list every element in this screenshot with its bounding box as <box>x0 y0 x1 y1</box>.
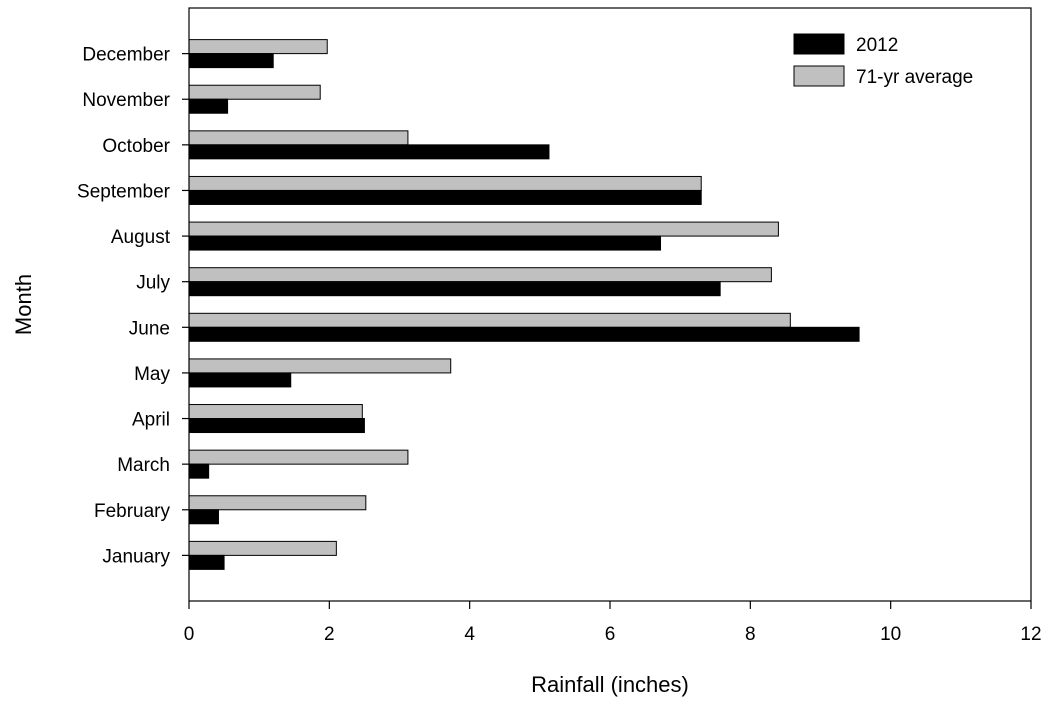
y-tick-label: January <box>102 546 170 567</box>
legend-label: 71-yr average <box>856 67 973 88</box>
bar-2012-may <box>188 372 292 388</box>
y-tick-label: August <box>111 227 171 248</box>
bar-average-february <box>188 495 367 511</box>
bar-2012-february <box>188 509 219 525</box>
y-tick-label: May <box>134 364 170 385</box>
bars-layer <box>188 39 860 570</box>
bar-2012-august <box>188 235 662 251</box>
y-tick-label: February <box>94 501 171 522</box>
bar-average-december <box>188 39 328 55</box>
bar-average-march <box>188 449 409 465</box>
bar-average-july <box>188 267 772 283</box>
y-tick-label: December <box>82 45 170 66</box>
y-tick-label: April <box>132 410 170 431</box>
legend-label: 2012 <box>856 35 898 56</box>
y-tick-label: September <box>77 181 171 202</box>
bar-2012-october <box>188 144 550 160</box>
legend-swatch <box>793 33 845 55</box>
axis-ticks <box>182 53 1032 609</box>
x-tick-label: 6 <box>605 624 616 645</box>
bar-average-april <box>188 404 363 420</box>
x-tick-label: 0 <box>184 624 195 645</box>
legend: 2012 71-yr average <box>793 33 973 88</box>
bar-2012-march <box>188 463 210 479</box>
y-axis-title: Month <box>11 274 36 335</box>
x-tick-label: 10 <box>880 624 901 645</box>
y-tick-label: October <box>102 136 170 157</box>
y-tick-label: June <box>129 318 170 339</box>
bar-2012-september <box>188 189 702 205</box>
bar-2012-april <box>188 418 365 434</box>
bar-average-may <box>188 358 452 374</box>
bar-2012-november <box>188 98 229 114</box>
bar-2012-june <box>188 326 860 342</box>
bar-average-november <box>188 84 321 100</box>
tick-labels: January February March April May June July Augu… <box>77 45 1042 645</box>
bar-average-august <box>188 221 779 237</box>
bar-average-september <box>188 175 702 191</box>
y-tick-label: March <box>117 455 170 476</box>
bar-2012-july <box>188 281 721 297</box>
y-tick-label: July <box>136 273 170 294</box>
legend-swatch <box>793 65 845 87</box>
y-tick-label: November <box>82 90 170 111</box>
x-tick-label: 8 <box>745 624 756 645</box>
bar-average-january <box>188 540 337 556</box>
x-tick-label: 4 <box>464 624 475 645</box>
bar-average-june <box>188 312 791 328</box>
x-axis-title: Rainfall (inches) <box>531 672 689 697</box>
x-tick-label: 12 <box>1020 624 1041 645</box>
bar-2012-january <box>188 554 225 570</box>
x-tick-label: 2 <box>324 624 335 645</box>
bar-average-october <box>188 130 409 146</box>
bar-2012-december <box>188 53 274 69</box>
